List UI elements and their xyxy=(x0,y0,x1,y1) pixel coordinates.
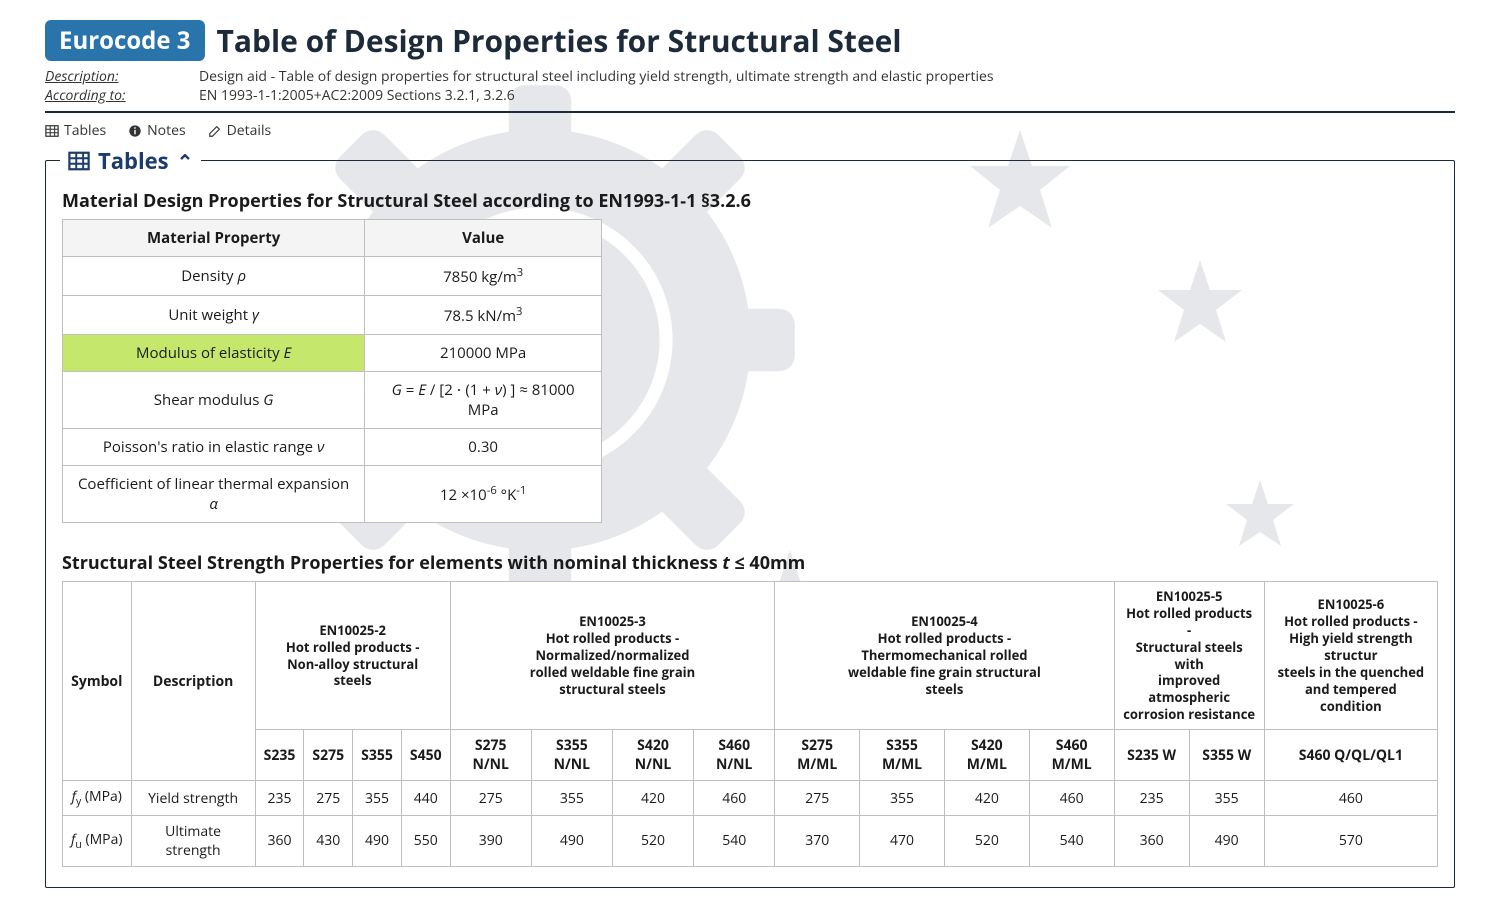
sub-head: S460 M/ML xyxy=(1029,730,1114,781)
tables-section: Tables ⌃ Material Design Properties for … xyxy=(45,160,1455,888)
toolbar-notes[interactable]: Notes xyxy=(128,121,186,140)
val-cell: 235 xyxy=(1114,781,1189,816)
val-cell: 275 xyxy=(304,781,353,816)
val-cell: 420 xyxy=(944,781,1029,816)
val-cell: 520 xyxy=(944,815,1029,866)
val-cell: 490 xyxy=(531,815,612,866)
sym-cell: fy (MPa) xyxy=(63,781,132,816)
mat-val-cell: G = E / [2 ⋅ (1 + ν) ] ≈ 81000 MPa xyxy=(365,372,602,429)
val-cell: 570 xyxy=(1264,815,1437,866)
val-cell: 390 xyxy=(450,815,531,866)
material-table: Material Property Value Density ρ7850 kg… xyxy=(62,219,602,523)
val-cell: 275 xyxy=(775,781,860,816)
group-head: EN10025-2Hot rolled products -Non-alloy … xyxy=(255,582,450,730)
mat-val-cell: 12 ×10-6 °K-1 xyxy=(365,466,602,523)
sub-head: S355 xyxy=(353,730,402,781)
mat-prop-cell: Unit weight γ xyxy=(63,296,365,335)
val-cell: 540 xyxy=(694,815,775,866)
desc-cell: Yield strength xyxy=(131,781,255,816)
val-cell: 550 xyxy=(401,815,450,866)
page-title: Table of Design Properties for Structura… xyxy=(217,20,902,61)
meta-desc-val: Design aid - Table of design properties … xyxy=(199,67,1455,86)
val-cell: 355 xyxy=(860,781,945,816)
val-cell: 460 xyxy=(1029,781,1114,816)
val-cell: 490 xyxy=(353,815,402,866)
val-cell: 420 xyxy=(612,781,693,816)
group-head: EN10025-3Hot rolled products -Normalized… xyxy=(450,582,775,730)
mat-val-cell: 7850 kg/m3 xyxy=(365,257,602,296)
toolbar-details[interactable]: Details xyxy=(208,121,272,140)
mat-val-cell: 0.30 xyxy=(365,429,602,466)
strength-table-title: Structural Steel Strength Properties for… xyxy=(62,551,1438,575)
val-cell: 540 xyxy=(1029,815,1114,866)
sub-head: S460 Q/QL/QL1 xyxy=(1264,730,1437,781)
desc-cell: Ultimate strength xyxy=(131,815,255,866)
val-cell: 235 xyxy=(255,781,304,816)
group-head: EN10025-4Hot rolled products -Thermomech… xyxy=(775,582,1114,730)
toolbar-tables[interactable]: Tables xyxy=(45,121,106,140)
sub-head: S275 M/ML xyxy=(775,730,860,781)
val-cell: 355 xyxy=(1189,781,1264,816)
mat-prop-cell: Poisson's ratio in elastic range ν xyxy=(63,429,365,466)
group-head: EN10025-6Hot rolled products -High yield… xyxy=(1264,582,1437,730)
val-cell: 430 xyxy=(304,815,353,866)
val-cell: 355 xyxy=(531,781,612,816)
sub-head: S420 N/NL xyxy=(612,730,693,781)
sub-head: S235 xyxy=(255,730,304,781)
sub-head: S275 xyxy=(304,730,353,781)
mat-head-prop: Material Property xyxy=(63,220,365,257)
toolbar: Tables Notes Details xyxy=(45,121,1455,140)
meta-acc-label: According to: xyxy=(45,86,195,105)
col-symbol: Symbol xyxy=(63,582,132,781)
mat-table-title: Material Design Properties for Structura… xyxy=(62,189,1438,213)
val-cell: 460 xyxy=(1264,781,1437,816)
group-head: EN10025-5Hot rolled products -Structural… xyxy=(1114,582,1264,730)
val-cell: 360 xyxy=(1114,815,1189,866)
sub-head: S355 N/NL xyxy=(531,730,612,781)
edit-icon xyxy=(208,124,222,138)
val-cell: 470 xyxy=(860,815,945,866)
val-cell: 355 xyxy=(353,781,402,816)
mat-val-cell: 78.5 kN/m3 xyxy=(365,296,602,335)
mat-prop-cell: Modulus of elasticity E xyxy=(63,335,365,372)
eurocode-badge: Eurocode 3 xyxy=(45,20,205,61)
sub-head: S275 N/NL xyxy=(450,730,531,781)
col-desc: Description xyxy=(131,582,255,781)
toolbar-details-label: Details xyxy=(227,121,272,140)
section-legend[interactable]: Tables ⌃ xyxy=(60,146,201,176)
val-cell: 360 xyxy=(255,815,304,866)
table-icon xyxy=(45,124,59,138)
mat-prop-cell: Density ρ xyxy=(63,257,365,296)
sub-head: S235 W xyxy=(1114,730,1189,781)
toolbar-notes-label: Notes xyxy=(147,121,186,140)
sym-cell: fu (MPa) xyxy=(63,815,132,866)
mat-prop-cell: Coefficient of linear thermal expansion … xyxy=(63,466,365,523)
toolbar-tables-label: Tables xyxy=(64,121,106,140)
header-divider xyxy=(45,111,1455,113)
chevron-up-icon: ⌃ xyxy=(177,148,194,175)
sub-head: S450 xyxy=(401,730,450,781)
val-cell: 440 xyxy=(401,781,450,816)
mat-head-val: Value xyxy=(365,220,602,257)
val-cell: 275 xyxy=(450,781,531,816)
sub-head: S355 W xyxy=(1189,730,1264,781)
sub-head: S420 M/ML xyxy=(944,730,1029,781)
section-title: Tables xyxy=(98,146,169,176)
meta-desc-label: Description: xyxy=(45,67,195,86)
val-cell: 460 xyxy=(694,781,775,816)
sub-head: S460 N/NL xyxy=(694,730,775,781)
info-icon xyxy=(128,124,142,138)
mat-val-cell: 210000 MPa xyxy=(365,335,602,372)
strength-table: SymbolDescriptionEN10025-2Hot rolled pro… xyxy=(62,581,1438,867)
strength-scroll[interactable]: SymbolDescriptionEN10025-2Hot rolled pro… xyxy=(62,581,1438,875)
val-cell: 490 xyxy=(1189,815,1264,866)
val-cell: 370 xyxy=(775,815,860,866)
val-cell: 520 xyxy=(612,815,693,866)
meta-acc-val: EN 1993-1-1:2005+AC2:2009 Sections 3.2.1… xyxy=(199,86,1455,105)
meta-block: Description: Design aid - Table of desig… xyxy=(45,67,1455,105)
table-icon xyxy=(68,150,90,172)
sub-head: S355 M/ML xyxy=(860,730,945,781)
mat-prop-cell: Shear modulus G xyxy=(63,372,365,429)
